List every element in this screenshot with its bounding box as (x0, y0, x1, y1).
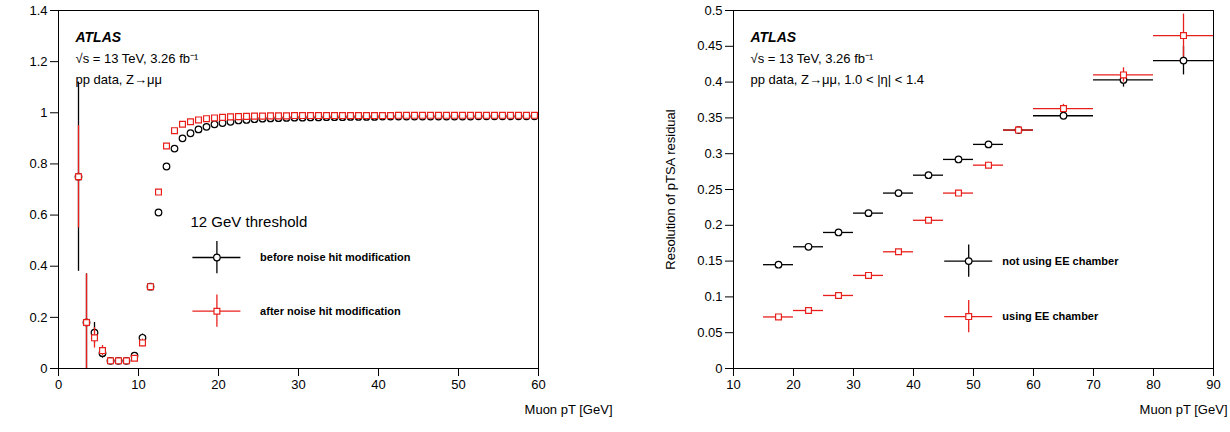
svg-text:70: 70 (1086, 377, 1100, 392)
svg-text:10: 10 (131, 377, 145, 392)
svg-text:ATLAS: ATLAS (75, 29, 122, 45)
svg-text:40: 40 (906, 377, 920, 392)
svg-text:30: 30 (846, 377, 860, 392)
svg-text:0.15: 0.15 (697, 253, 722, 268)
svg-text:30: 30 (291, 377, 305, 392)
svg-text:0: 0 (55, 377, 62, 392)
svg-text:20: 20 (211, 377, 225, 392)
svg-text:0.35: 0.35 (697, 110, 722, 125)
svg-text:12 GeV threshold: 12 GeV threshold (191, 213, 308, 230)
svg-text:60: 60 (531, 377, 545, 392)
svg-text:90: 90 (1206, 377, 1220, 392)
svg-text:1.4: 1.4 (29, 3, 47, 18)
svg-text:pp data, Z→μμ: pp data, Z→μμ (76, 72, 163, 87)
svg-text:Muon pT [GeV]: Muon pT [GeV] (525, 402, 613, 417)
svg-text:0: 0 (715, 361, 722, 376)
svg-text:0.2: 0.2 (704, 217, 722, 232)
svg-text:after noise hit modification: after noise hit modification (260, 305, 401, 317)
svg-text:50: 50 (966, 377, 980, 392)
svg-text:0.6: 0.6 (29, 207, 47, 222)
svg-text:0.8: 0.8 (29, 156, 47, 171)
svg-text:1.2: 1.2 (29, 54, 47, 69)
svg-text:ATLAS: ATLAS (750, 29, 797, 45)
svg-text:0.4: 0.4 (704, 74, 722, 89)
svg-text:√s = 13 TeV, 3.26 fb⁻¹: √s = 13 TeV, 3.26 fb⁻¹ (751, 51, 874, 66)
svg-text:0.1: 0.1 (704, 289, 722, 304)
svg-text:1: 1 (40, 105, 47, 120)
svg-text:80: 80 (1146, 377, 1160, 392)
svg-text:10: 10 (726, 377, 740, 392)
svg-text:before noise hit modification: before noise hit modification (260, 251, 411, 263)
svg-text:pp data, Z→μμ, 1.0 < |η| < 1.4: pp data, Z→μμ, 1.0 < |η| < 1.4 (751, 72, 925, 87)
svg-text:0: 0 (40, 361, 47, 376)
svg-text:20: 20 (786, 377, 800, 392)
svg-text:using EE chamber: using EE chamber (1002, 310, 1099, 322)
svg-text:0.45: 0.45 (697, 38, 722, 53)
svg-text:0.3: 0.3 (704, 146, 722, 161)
svg-text:40: 40 (371, 377, 385, 392)
svg-text:60: 60 (1026, 377, 1040, 392)
svg-text:0.5: 0.5 (704, 3, 722, 18)
svg-text:Resolution of pTSA residual: Resolution of pTSA residual (663, 109, 678, 270)
svg-text:Muon pT [GeV]: Muon pT [GeV] (1140, 402, 1228, 417)
svg-text:0.2: 0.2 (29, 310, 47, 325)
svg-text:0.05: 0.05 (697, 325, 722, 340)
svg-text:not using EE chamber: not using EE chamber (1002, 255, 1119, 267)
svg-text:0.4: 0.4 (29, 258, 47, 273)
svg-text:50: 50 (451, 377, 465, 392)
svg-text:√s = 13 TeV, 3.26 fb⁻¹: √s = 13 TeV, 3.26 fb⁻¹ (76, 51, 199, 66)
svg-text:0.25: 0.25 (697, 182, 722, 197)
